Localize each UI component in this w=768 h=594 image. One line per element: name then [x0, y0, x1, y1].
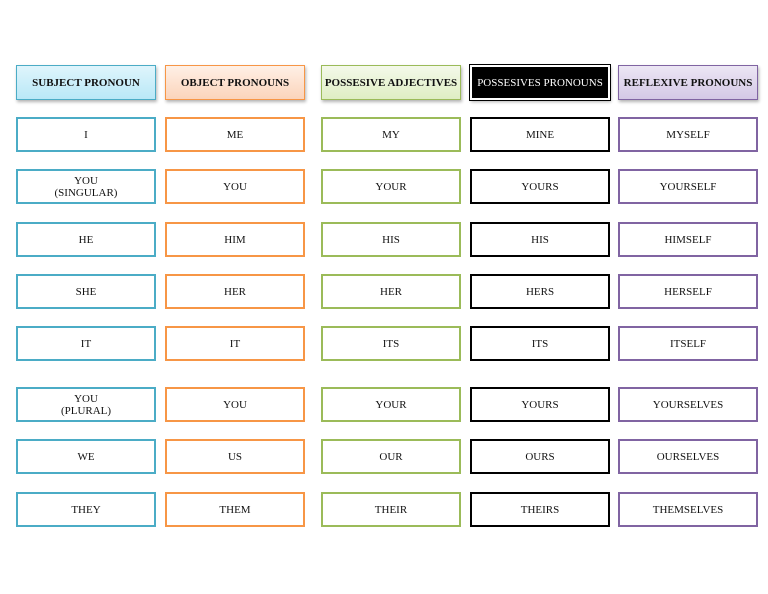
pronoun-cell: HIS	[321, 222, 461, 257]
column-header: REFLEXIVE PRONOUNS	[618, 65, 758, 100]
pronoun-cell: HIMSELF	[618, 222, 758, 257]
pronoun-cell: US	[165, 439, 305, 474]
column-header: OBJECT PRONOUNS	[165, 65, 305, 100]
pronoun-cell: SHE	[16, 274, 156, 309]
pronoun-cell: MY	[321, 117, 461, 152]
pronoun-cell: HIS	[470, 222, 610, 257]
pronoun-cell: OURS	[470, 439, 610, 474]
pronoun-cell: HERSELF	[618, 274, 758, 309]
pronoun-cell: YOU	[165, 169, 305, 204]
pronoun-cell: HERS	[470, 274, 610, 309]
pronoun-cell: YOU	[165, 387, 305, 422]
pronoun-cell: YOURS	[470, 387, 610, 422]
pronoun-cell: YOURS	[470, 169, 610, 204]
pronoun-cell: THEM	[165, 492, 305, 527]
pronoun-cell: THEIR	[321, 492, 461, 527]
column-header: POSSESIVES PRONOUNS	[469, 64, 611, 101]
pronoun-cell: YOUR	[321, 387, 461, 422]
column-header: POSSESIVE ADJECTIVES	[321, 65, 461, 100]
pronoun-cell: THEY	[16, 492, 156, 527]
pronoun-cell: YOU (SINGULAR)	[16, 169, 156, 204]
pronoun-cell: MINE	[470, 117, 610, 152]
pronoun-cell: YOU (PLURAL)	[16, 387, 156, 422]
pronoun-cell: WE	[16, 439, 156, 474]
pronoun-cell: OURSELVES	[618, 439, 758, 474]
pronoun-cell: THEIRS	[470, 492, 610, 527]
pronoun-cell: YOURSELVES	[618, 387, 758, 422]
pronoun-cell: I	[16, 117, 156, 152]
pronoun-cell: ITSELF	[618, 326, 758, 361]
pronoun-cell: HIM	[165, 222, 305, 257]
pronoun-cell: ITS	[321, 326, 461, 361]
pronoun-cell: YOURSELF	[618, 169, 758, 204]
pronoun-cell: HE	[16, 222, 156, 257]
pronoun-cell: YOUR	[321, 169, 461, 204]
column-header: SUBJECT PRONOUN	[16, 65, 156, 100]
pronoun-cell: HER	[321, 274, 461, 309]
pronoun-cell: HER	[165, 274, 305, 309]
pronoun-cell: MYSELF	[618, 117, 758, 152]
pronoun-cell: OUR	[321, 439, 461, 474]
pronoun-cell: ITS	[470, 326, 610, 361]
pronoun-cell: THEMSELVES	[618, 492, 758, 527]
pronoun-cell: IT	[16, 326, 156, 361]
pronoun-cell: ME	[165, 117, 305, 152]
pronoun-cell: IT	[165, 326, 305, 361]
